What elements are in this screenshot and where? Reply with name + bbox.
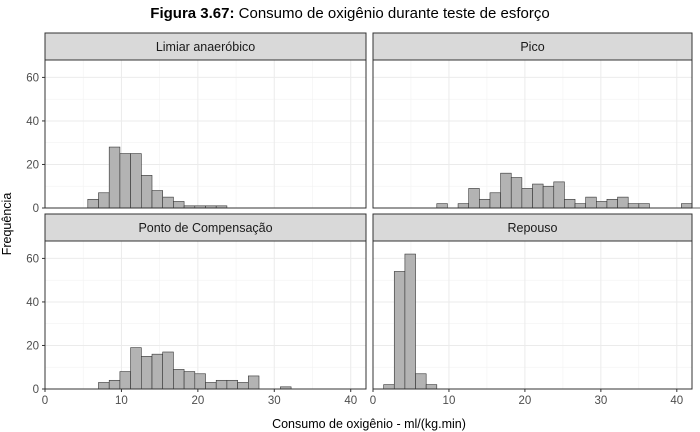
histogram-bar <box>606 198 618 209</box>
histogram-bar <box>98 382 110 390</box>
y-tick-label: 20 <box>26 159 39 171</box>
x-tick-label: 20 <box>519 395 532 407</box>
panel-background <box>45 60 366 208</box>
histogram-bar <box>638 203 650 209</box>
histogram-bar <box>205 382 217 390</box>
histogram-bar <box>404 253 416 390</box>
facet-panel: Pico <box>372 32 700 209</box>
facet-strip-label: Repouso <box>507 221 557 235</box>
y-axis-label: Frequência <box>0 193 14 256</box>
y-tick-label: 60 <box>26 253 39 265</box>
histogram-bar <box>194 373 206 390</box>
histogram-bar <box>542 185 555 209</box>
panel-background <box>373 241 692 389</box>
chart-title-text: Consumo de oxigênio durante teste de esf… <box>234 5 550 22</box>
histogram-bar <box>237 382 249 390</box>
y-tick-label: 60 <box>26 72 39 84</box>
histogram-bar <box>226 379 238 390</box>
histogram-bar <box>141 175 153 209</box>
histogram-bar <box>162 196 174 209</box>
histogram-bar <box>500 172 512 209</box>
chart-title-bold: Figura 3.67: <box>150 5 235 22</box>
histogram-bar <box>532 183 544 209</box>
facet-strip <box>44 32 367 61</box>
histogram-bar <box>425 384 438 390</box>
panel-background <box>45 241 366 389</box>
histogram-bar <box>141 356 153 390</box>
facet-panel: Limiar anaeróbico 0 20 40 60 <box>26 32 367 215</box>
histogram-bar <box>173 201 185 209</box>
histogram-bar <box>617 196 629 209</box>
histogram-bar <box>119 371 131 390</box>
histogram-bar <box>415 373 427 390</box>
x-tick-label: 10 <box>443 395 456 407</box>
histogram-bar <box>521 188 533 209</box>
x-tick-label: 0 <box>370 395 376 407</box>
histogram-bar <box>393 271 406 390</box>
histogram-bar <box>248 375 260 390</box>
y-tick-label: 0 <box>33 384 39 396</box>
histogram-bar <box>130 347 142 390</box>
panel-border <box>44 59 367 209</box>
histogram-bar <box>436 203 448 209</box>
histogram-bar <box>108 146 121 209</box>
histogram-bar <box>595 201 608 209</box>
y-tick-label: 40 <box>26 297 39 309</box>
histogram-bar <box>130 153 142 209</box>
x-tick-label: 40 <box>670 395 683 407</box>
x-tick-label: 30 <box>268 395 281 407</box>
histogram-bar <box>108 379 121 390</box>
y-tick-label: 20 <box>26 340 39 352</box>
histogram-bar <box>383 384 395 390</box>
histogram-bar <box>119 153 131 209</box>
x-tick-label: 10 <box>115 395 128 407</box>
histogram-bar <box>162 351 174 390</box>
x-tick-label: 0 <box>42 395 48 407</box>
histogram-bar <box>479 198 491 209</box>
facet-panel: Repouso 0 10 20 30 40 <box>370 213 693 407</box>
facet-strip-label: Pico <box>520 40 544 54</box>
histogram-bar <box>510 177 523 209</box>
x-tick-label: 20 <box>191 395 204 407</box>
histogram-bar <box>681 203 693 209</box>
histogram-bar <box>215 379 228 390</box>
y-tick-label: 0 <box>33 203 39 215</box>
histogram-bar <box>574 203 586 209</box>
facet-panel: Ponto de Compensação 0 20 40 60 0 10 20 30 40 <box>26 213 367 407</box>
chart-title: Figura 3.67: Consumo de oxigênio durante… <box>0 5 700 22</box>
histogram-bar <box>87 198 99 209</box>
panel-border <box>44 240 367 390</box>
histogram-bar <box>151 353 163 390</box>
y-tick-label: 40 <box>26 116 39 128</box>
facet-strip <box>372 213 693 242</box>
histogram-bar <box>553 181 565 209</box>
histogram-bar <box>98 192 110 209</box>
histogram-bar <box>627 203 640 209</box>
histogram-bar <box>489 192 501 209</box>
histogram-bar <box>183 371 196 390</box>
facet-strip <box>44 213 367 242</box>
x-tick-label: 40 <box>344 395 357 407</box>
histogram-bar <box>585 196 597 209</box>
facet-strip-label: Ponto de Compensação <box>138 221 272 235</box>
panel-border <box>372 59 693 209</box>
x-axis-label: Consumo de oxigênio - ml/(kg.min) <box>272 417 466 431</box>
facet-strip-label: Limiar anaeróbico <box>156 40 255 54</box>
histogram-bar <box>468 188 480 209</box>
panel-border <box>372 240 693 390</box>
histogram-bar <box>173 369 185 390</box>
x-tick-label: 30 <box>594 395 607 407</box>
histogram-bar <box>564 198 576 209</box>
histogram-bar <box>457 203 470 209</box>
histogram-bar <box>151 190 163 209</box>
